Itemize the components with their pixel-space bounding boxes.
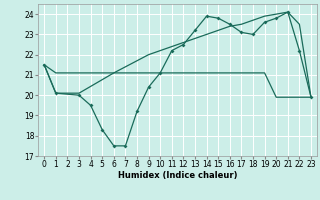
X-axis label: Humidex (Indice chaleur): Humidex (Indice chaleur) xyxy=(118,171,237,180)
